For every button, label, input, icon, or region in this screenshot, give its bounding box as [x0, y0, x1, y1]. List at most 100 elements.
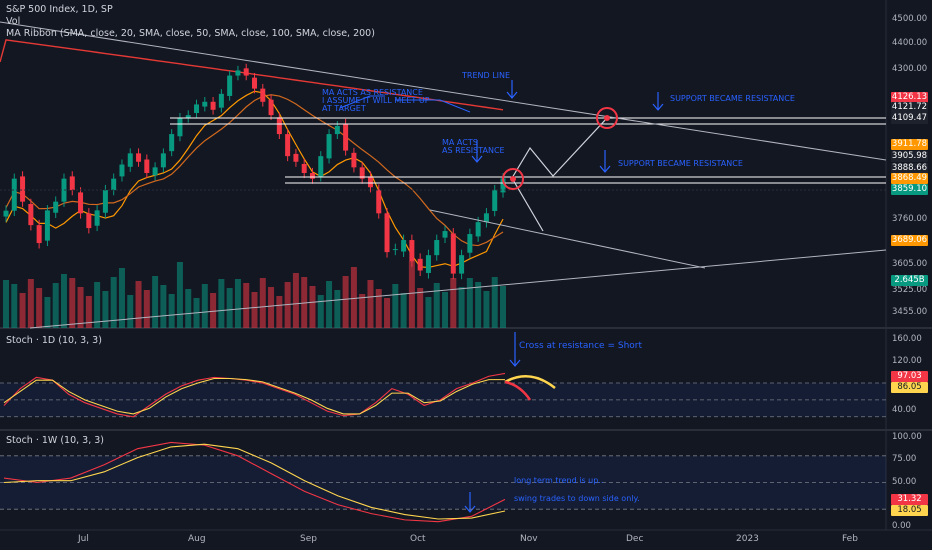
arrow-trend-line-head: [506, 91, 518, 99]
price-axis-label: 4500.00: [892, 14, 928, 24]
stoch-1d-tag: 97.03: [891, 371, 928, 382]
volume-bar: [102, 291, 109, 328]
annotation-ma-acts: AS RESISTANCE: [442, 146, 505, 155]
price-axis-label: 3525.00: [892, 285, 928, 295]
price-tag: 3911.78: [891, 139, 928, 150]
annotation-ma-acts: MA ACTS: [442, 138, 478, 147]
arrow-cross-head: [509, 359, 521, 367]
candle-body: [343, 123, 349, 151]
candle-body: [442, 231, 448, 238]
candle-body: [293, 153, 299, 162]
candle-body: [152, 167, 158, 176]
candle-body: [384, 213, 390, 253]
annotation-ma-resistance: AT TARGET: [322, 104, 366, 113]
annotation-ma-resistance: I ASSUME IT WILL MEET UP: [322, 96, 430, 105]
volume-bar: [185, 289, 192, 328]
price-tag: 4126.13: [891, 92, 928, 103]
volume-bar: [143, 290, 150, 328]
volume-bar: [375, 289, 382, 328]
candle-body: [235, 70, 241, 76]
volume-label: Vol: [6, 16, 21, 27]
candle-body: [268, 99, 274, 116]
price-tag: 4109.47: [891, 113, 928, 124]
volume-bar: [36, 288, 43, 328]
volume-bar: [442, 292, 449, 328]
time-axis-label: Jul: [78, 534, 89, 544]
symbol-title: S&P 500 Index, 1D, SP: [6, 4, 113, 15]
candle-body: [3, 210, 9, 217]
candle-body: [260, 88, 266, 102]
annotation-ma-resistance: MA ACTS AS RESISTANCE: [322, 88, 423, 97]
price-tag: 3888.66: [891, 163, 928, 174]
volume-bar: [168, 294, 175, 328]
volume-bar: [201, 284, 208, 328]
candle-body: [401, 240, 407, 252]
volume-bar: [334, 290, 341, 328]
stoch-1w-d-line: [3, 443, 506, 520]
annotation-swing: swing trades to down side only.: [514, 494, 640, 503]
arrow-weekly-head: [464, 505, 476, 513]
chart-legend: S&P 500 Index, 1D, SP Vol MA Ribbon (SMA…: [6, 4, 375, 40]
candle-body: [61, 178, 67, 202]
volume-bar: [176, 262, 183, 328]
volume-bar: [367, 280, 374, 328]
volume-bar: [317, 295, 324, 328]
candle-body: [450, 233, 456, 274]
price-axis-label: 4300.00: [892, 64, 928, 74]
stoch-1d-d-line: [3, 377, 505, 415]
candle-body: [492, 190, 498, 211]
volume-bar: [350, 267, 357, 328]
candle-body: [301, 163, 307, 173]
volume-bar: [69, 278, 76, 328]
stoch-1d-tag: 86.05: [891, 382, 928, 393]
candle-body: [252, 77, 257, 89]
volume-bar: [110, 277, 117, 328]
candle-body: [227, 75, 233, 96]
volume-bar: [27, 279, 34, 328]
stoch-1d-axis-label: 160.00: [892, 334, 922, 344]
candle-body: [392, 249, 398, 251]
volume-bar: [342, 276, 349, 328]
candle-body: [28, 203, 34, 226]
candle-body: [417, 258, 423, 271]
stoch-1w-axis-label: 50.00: [892, 477, 917, 487]
volume-bar: [118, 268, 125, 328]
annotation-support-lower: SUPPORT BECAME RESISTANCE: [618, 159, 743, 168]
volume-bar: [251, 292, 258, 328]
projected-path-alt: [511, 177, 544, 232]
volume-bar: [218, 279, 225, 328]
candle-body: [78, 192, 84, 214]
candle-body: [367, 176, 373, 188]
candle-body: [467, 234, 473, 253]
candle-body: [94, 210, 100, 226]
time-axis-label: Dec: [626, 534, 644, 544]
volume-bar: [210, 293, 217, 328]
candle-body: [53, 201, 59, 213]
candle-body: [276, 117, 282, 135]
volume-bar: [152, 276, 159, 328]
volume-bar: [359, 294, 366, 328]
price-axis-label: 3605.00: [892, 259, 928, 269]
volume-bar: [400, 293, 407, 328]
volume-bar: [301, 277, 308, 328]
candle-body: [475, 222, 481, 237]
arrow-support-upper-head: [652, 103, 664, 111]
volume-bar: [425, 297, 432, 328]
volume-bar: [483, 291, 490, 328]
stoch-1d-title: Stoch · 1D (10, 3, 3): [6, 335, 102, 346]
candle-body: [136, 153, 142, 162]
candle-body: [44, 210, 50, 241]
candle-body: [483, 213, 489, 223]
candle-body: [36, 225, 42, 244]
volume-bar: [276, 296, 283, 328]
volume-bar: [433, 283, 440, 328]
candle-body: [334, 125, 340, 135]
volume-bar: [226, 288, 233, 328]
stoch-1d-k-line: [3, 372, 506, 418]
volume-bar: [491, 277, 498, 328]
candle-body: [144, 159, 150, 173]
candle-body: [177, 117, 183, 137]
time-axis-label: Feb: [842, 534, 858, 544]
volume-bar: [309, 286, 316, 328]
